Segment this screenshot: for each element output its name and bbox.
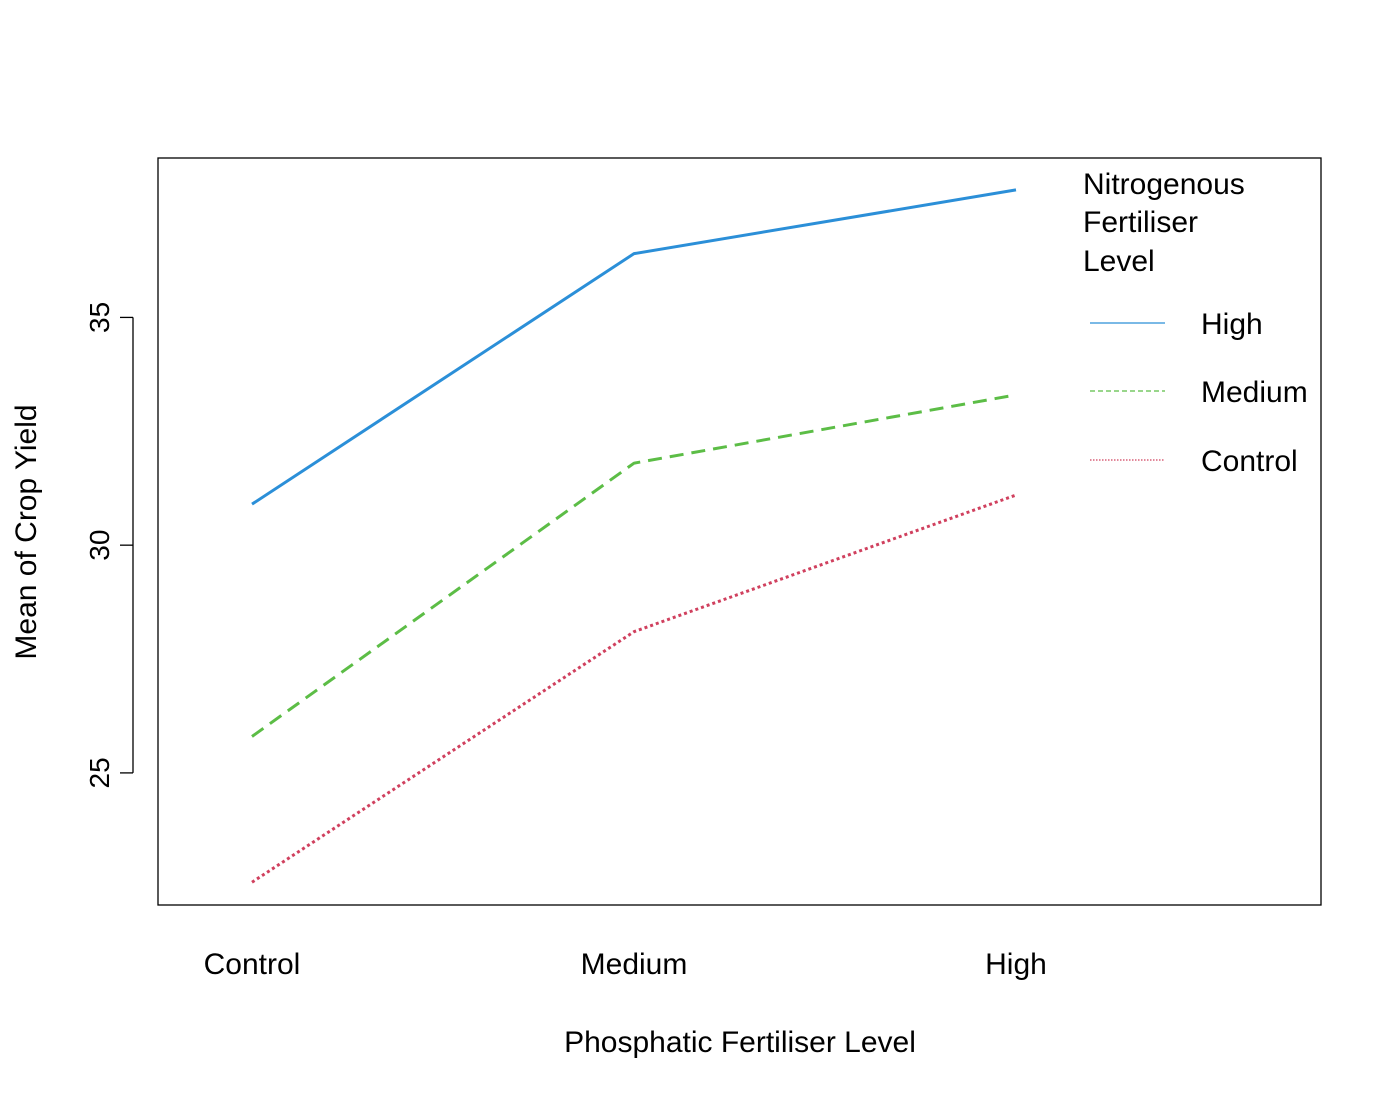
series-line-control — [251, 493, 1017, 884]
legend-label-high: High — [1201, 308, 1263, 341]
y-tick-label: 35 — [84, 302, 115, 333]
legend-title-line-3: Level — [1083, 245, 1155, 278]
series-lines — [251, 188, 1017, 884]
x-axis-title: Phosphatic Fertiliser Level — [564, 1026, 916, 1059]
x-tick-label-medium: Medium — [581, 948, 688, 981]
legend-title-line-2: Fertiliser — [1083, 206, 1198, 239]
legend-title-line-1: Nitrogenous — [1083, 168, 1245, 201]
y-axis-title: Mean of Crop Yield — [10, 404, 43, 659]
y-axis: 25 30 35 — [84, 302, 134, 788]
legend-label-control: Control — [1201, 445, 1298, 478]
legend-label-medium: Medium — [1201, 376, 1308, 409]
series-line-high — [251, 188, 1017, 506]
x-axis-labels: Control Medium High — [204, 948, 1047, 981]
x-tick-label-control: Control — [204, 948, 301, 981]
y-tick-label: 30 — [84, 530, 115, 561]
plot-frame — [157, 157, 1322, 906]
x-tick-label-high: High — [985, 948, 1047, 981]
y-tick-label: 25 — [84, 757, 115, 788]
series-line-medium — [251, 393, 1017, 738]
legend: Nitrogenous Fertiliser Level High Medium C… — [1083, 168, 1308, 478]
